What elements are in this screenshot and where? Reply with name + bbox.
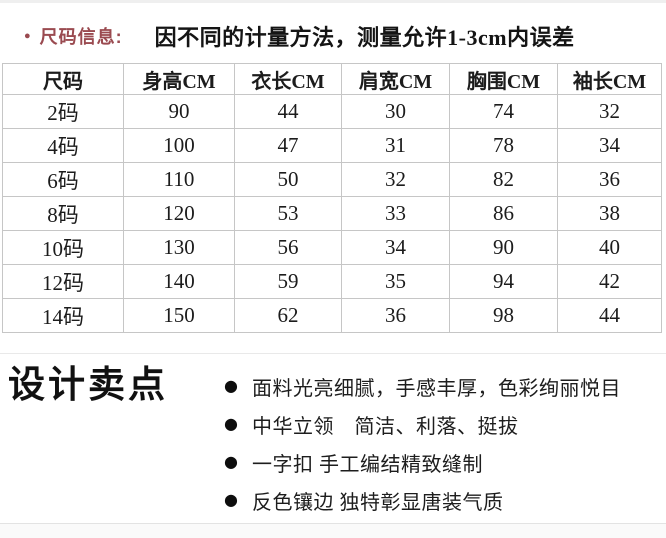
value-cell: 98 <box>449 298 558 333</box>
value-cell: 90 <box>449 230 558 265</box>
bullet-icon: ● <box>224 376 238 395</box>
list-item: ● 面料光亮细腻，手感丰厚，色彩绚丽悦目 <box>224 367 654 405</box>
value-cell: 140 <box>123 264 235 299</box>
measurement-tolerance-note: 因不同的计量方法，测量允许1-3cm内误差 <box>154 25 575 50</box>
size-info-label: 尺码信息: <box>39 27 123 47</box>
value-cell: 40 <box>557 230 662 265</box>
value-cell: 42 <box>557 264 662 299</box>
bullet-dot-icon: ● <box>24 29 31 42</box>
value-cell: 47 <box>234 128 342 163</box>
value-cell: 110 <box>123 162 235 197</box>
size-cell: 14码 <box>2 298 124 333</box>
value-cell: 120 <box>123 196 235 231</box>
value-cell: 86 <box>449 196 558 231</box>
value-cell: 150 <box>123 298 235 333</box>
size-info-headline: ● 尺码信息: 因不同的计量方法，测量允许1-3cm内误差 <box>24 18 575 54</box>
value-cell: 56 <box>234 230 342 265</box>
value-cell: 62 <box>234 298 342 333</box>
value-cell: 100 <box>123 128 235 163</box>
col-header-garment-length: 衣长CM <box>234 63 342 95</box>
selling-points-list: ● 面料光亮细腻，手感丰厚，色彩绚丽悦目 ● 中华立领 简洁、利落、挺拔 ● 一… <box>224 367 654 519</box>
value-cell: 82 <box>449 162 558 197</box>
value-cell: 34 <box>341 230 450 265</box>
list-item: ● 反色镶边 独特彰显唐装气质 <box>224 481 654 519</box>
table-row: 12码 140 59 35 94 42 <box>2 264 662 299</box>
table-row: 6码 110 50 32 82 36 <box>2 162 662 197</box>
table-row: 14码 150 62 36 98 44 <box>2 298 662 333</box>
bullet-icon: ● <box>224 490 238 509</box>
size-cell: 12码 <box>2 264 124 299</box>
value-cell: 74 <box>449 94 558 129</box>
col-header-sleeve: 袖长CM <box>557 63 662 95</box>
value-cell: 32 <box>557 94 662 129</box>
value-cell: 31 <box>341 128 450 163</box>
size-cell: 2码 <box>2 94 124 129</box>
table-row: 2码 90 44 30 74 32 <box>2 94 662 129</box>
col-header-height: 身高CM <box>123 63 235 95</box>
table-row: 4码 100 47 31 78 34 <box>2 128 662 163</box>
value-cell: 30 <box>341 94 450 129</box>
selling-point-text: 中华立领 简洁、利落、挺拔 <box>251 415 519 438</box>
col-header-chest: 胸围CM <box>449 63 558 95</box>
size-table: 尺码 身高CM 衣长CM 肩宽CM 胸围CM 袖长CM 2码 90 44 30 … <box>2 63 662 333</box>
value-cell: 53 <box>234 196 342 231</box>
selling-point-text: 一字扣 手工编结精致缝制 <box>251 453 483 476</box>
list-item: ● 中华立领 简洁、利落、挺拔 <box>224 405 654 443</box>
col-header-size: 尺码 <box>2 63 124 95</box>
table-row: 8码 120 53 33 86 38 <box>2 196 662 231</box>
value-cell: 94 <box>449 264 558 299</box>
bottom-divider <box>0 523 666 524</box>
table-row: 10码 130 56 34 90 40 <box>2 230 662 265</box>
selling-point-text: 面料光亮细腻，手感丰厚，色彩绚丽悦目 <box>251 377 621 400</box>
section-divider <box>0 353 666 354</box>
col-header-shoulder: 肩宽CM <box>341 63 450 95</box>
value-cell: 44 <box>234 94 342 129</box>
value-cell: 34 <box>557 128 662 163</box>
size-table-header-row: 尺码 身高CM 衣长CM 肩宽CM 胸围CM 袖长CM <box>2 63 662 95</box>
value-cell: 59 <box>234 264 342 299</box>
footer-background <box>0 524 666 538</box>
value-cell: 90 <box>123 94 235 129</box>
value-cell: 78 <box>449 128 558 163</box>
selling-point-text: 反色镶边 独特彰显唐装气质 <box>251 491 504 514</box>
top-divider <box>0 0 666 3</box>
size-cell: 8码 <box>2 196 124 231</box>
value-cell: 33 <box>341 196 450 231</box>
selling-points-heading: 设计卖点 <box>8 365 168 406</box>
size-cell: 10码 <box>2 230 124 265</box>
value-cell: 32 <box>341 162 450 197</box>
value-cell: 36 <box>341 298 450 333</box>
value-cell: 44 <box>557 298 662 333</box>
bullet-icon: ● <box>224 452 238 471</box>
value-cell: 35 <box>341 264 450 299</box>
value-cell: 38 <box>557 196 662 231</box>
size-cell: 4码 <box>2 128 124 163</box>
value-cell: 50 <box>234 162 342 197</box>
bullet-icon: ● <box>224 414 238 433</box>
value-cell: 36 <box>557 162 662 197</box>
size-cell: 6码 <box>2 162 124 197</box>
value-cell: 130 <box>123 230 235 265</box>
list-item: ● 一字扣 手工编结精致缝制 <box>224 443 654 481</box>
